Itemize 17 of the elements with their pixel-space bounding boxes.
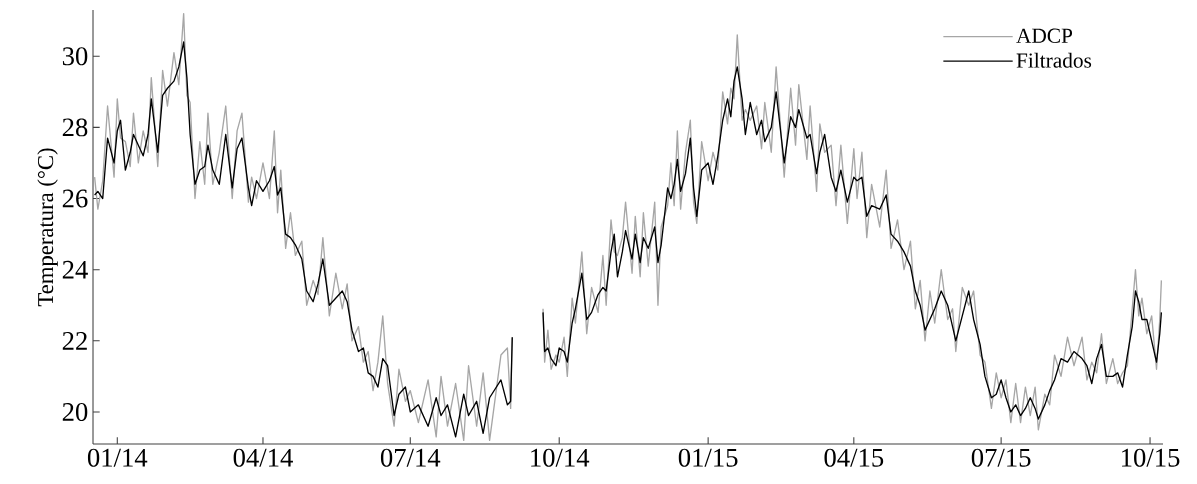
- x-tick-label: 04/14: [233, 448, 293, 467]
- y-tick-label: 28: [62, 118, 88, 137]
- y-tick-label: 30: [62, 47, 88, 66]
- legend-label: ADCP: [1016, 28, 1073, 43]
- y-tick-label: 26: [62, 189, 88, 208]
- x-tick-label: 01/15: [678, 448, 738, 467]
- x-tick-label: 04/15: [824, 448, 884, 467]
- x-tick-label: 10/14: [531, 448, 590, 467]
- y-tick-label: 20: [62, 402, 88, 421]
- x-tick-label: 07/14: [380, 448, 441, 467]
- y-tick-label: 22: [62, 332, 87, 350]
- x-tick-label: 07/15: [971, 448, 1031, 467]
- x-tick-label: 10/15: [1122, 448, 1180, 467]
- legend-label: Filtrados: [1016, 52, 1092, 68]
- y-tick-label: 24: [62, 260, 88, 279]
- y-axis-title: Temperatura (°C): [37, 148, 58, 307]
- x-tick-label: 01/14: [87, 448, 148, 467]
